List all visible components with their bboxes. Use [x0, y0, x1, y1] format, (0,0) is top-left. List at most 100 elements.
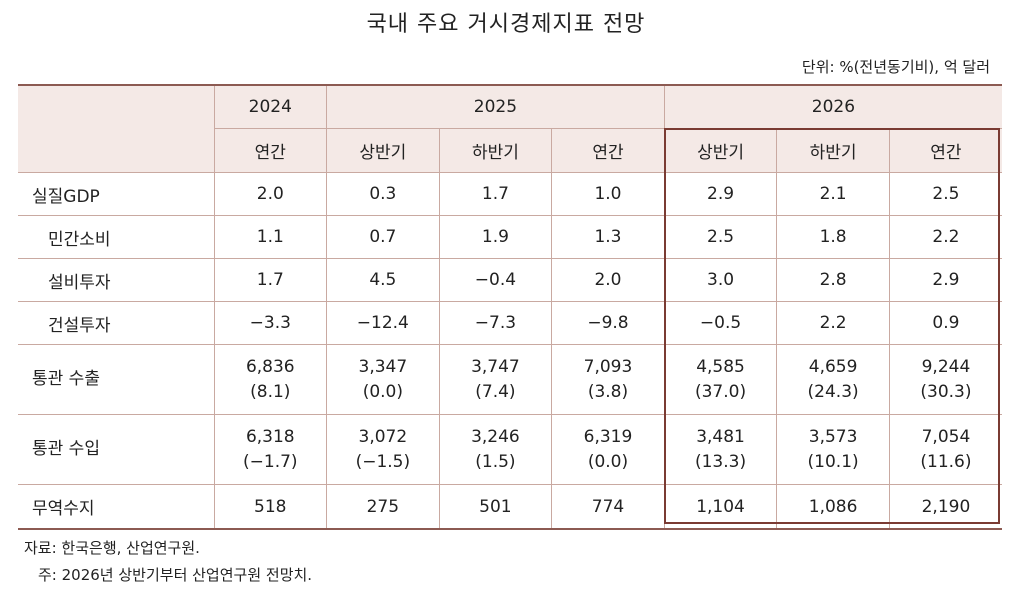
- table-cell: −0.5: [663, 301, 778, 345]
- header-period: 연간: [551, 128, 665, 173]
- table-cell: 7,093 (3.8): [551, 344, 665, 415]
- row-label: 민간소비: [18, 215, 215, 259]
- table-cell: 1.1: [213, 215, 328, 259]
- table-cell: −7.3: [438, 301, 553, 345]
- cell-value: 3,347: [358, 356, 408, 377]
- cell-value: 3,481: [696, 426, 745, 447]
- cell-growth: (0.0): [362, 381, 403, 402]
- table-row-private-consumption: 민간소비 1.1 0.7 1.9 1.3 2.5 1.8 2.2: [18, 215, 1002, 259]
- table-cell: 2.0: [213, 172, 328, 216]
- header-period: 상반기: [326, 128, 440, 173]
- table-cell: 6,836 (8.1): [213, 344, 328, 415]
- table-cell: 3,573 (10.1): [776, 414, 890, 485]
- table-cell: 3,246 (1.5): [438, 414, 553, 485]
- cell-growth: (1.5): [475, 451, 516, 472]
- table-cell: 275: [326, 484, 440, 530]
- table-cell: 1.7: [438, 172, 553, 216]
- cell-value: 9,244: [921, 356, 971, 377]
- table-cell: 0.7: [326, 215, 440, 259]
- header-year-2025: 2025: [326, 85, 665, 129]
- table-cell: 2.2: [888, 215, 1002, 259]
- cell-value: 4,585: [696, 356, 745, 377]
- row-label: 무역수지: [18, 484, 215, 530]
- cell-growth: (7.4): [475, 381, 516, 402]
- header-period: 하반기: [776, 128, 890, 173]
- header-year-2024: 2024: [213, 85, 328, 129]
- indicator-table-wrapper: 2024 2025 2026 연간 상반기 하반기 연간 상반기 하반기 연간 …: [18, 84, 1002, 530]
- indicator-table: 2024 2025 2026 연간 상반기 하반기 연간 상반기 하반기 연간 …: [18, 84, 1002, 530]
- cell-value: 7,054: [921, 426, 971, 447]
- table-cell: 3.0: [663, 258, 778, 302]
- header-period: 연간: [888, 128, 1002, 173]
- cell-growth: (13.3): [694, 451, 747, 472]
- cell-value: 3,747: [471, 356, 520, 377]
- row-label: 실질GDP: [18, 172, 215, 216]
- table-cell: 1.9: [438, 215, 553, 259]
- header-corner: [18, 85, 215, 173]
- table-cell: 1.0: [551, 172, 665, 216]
- cell-growth: (−1.5): [355, 451, 411, 472]
- table-cell: 2.9: [663, 172, 778, 216]
- table-cell: 7,054 (11.6): [888, 414, 1002, 485]
- table-cell: 4,659 (24.3): [776, 344, 890, 415]
- cell-value: 7,093: [583, 356, 633, 377]
- header-row-years: 2024 2025 2026: [18, 85, 1002, 173]
- cell-value: 4,659: [808, 356, 858, 377]
- table-cell: 2.2: [776, 301, 890, 345]
- table-cell: 3,747 (7.4): [438, 344, 553, 415]
- header-year-2026: 2026: [663, 85, 1002, 129]
- cell-growth: (30.3): [920, 381, 972, 402]
- cell-growth: (10.1): [807, 451, 859, 472]
- row-label: 설비투자: [18, 258, 215, 302]
- cell-growth: (3.8): [587, 381, 629, 402]
- header-row-periods: 연간 상반기 하반기 연간 상반기 하반기 연간: [18, 128, 1002, 173]
- table-cell: 518: [213, 484, 328, 530]
- row-label: 통관 수출: [18, 344, 215, 415]
- table-cell: 0.3: [326, 172, 440, 216]
- table-cell: 4,585 (37.0): [663, 344, 778, 415]
- cell-value: 6,836: [245, 356, 295, 377]
- table-cell: 2.8: [776, 258, 890, 302]
- row-label: 건설투자: [18, 301, 215, 345]
- table-cell: 3,481 (13.3): [663, 414, 778, 485]
- table-cell: 2.0: [551, 258, 665, 302]
- table-cell: 9,244 (30.3): [888, 344, 1002, 415]
- table-cell: 6,318 (−1.7): [213, 414, 328, 485]
- header-period: 하반기: [438, 128, 553, 173]
- forecast-note: 주: 2026년 상반기부터 산업연구원 전망치.: [38, 566, 313, 584]
- table-row-construction-investment: 건설투자 −3.3 −12.4 −7.3 −9.8 −0.5 2.2 0.9: [18, 301, 1002, 345]
- cell-growth: (37.0): [694, 381, 747, 402]
- unit-label: 단위: %(전년동기비), 억 달러: [801, 58, 990, 76]
- cell-growth: (−1.7): [243, 451, 298, 472]
- table-cell: 3,072 (−1.5): [326, 414, 440, 485]
- cell-value: 3,072: [358, 426, 408, 447]
- cell-growth: (24.3): [807, 381, 859, 402]
- table-cell: −9.8: [551, 301, 665, 345]
- table-cell: 1,104: [663, 484, 778, 530]
- table-cell: 3,347 (0.0): [326, 344, 440, 415]
- cell-value: 3,573: [808, 426, 858, 447]
- header-period: 연간: [214, 128, 328, 173]
- table-title: 국내 주요 거시경제지표 전망: [366, 12, 646, 37]
- source-note: 자료: 한국은행, 산업연구원.: [24, 539, 200, 557]
- table-cell: 0.9: [888, 301, 1002, 345]
- row-label: 통관 수입: [18, 414, 215, 485]
- table-cell: 1.3: [551, 215, 665, 259]
- footnotes: 자료: 한국은행, 산업연구원. 주: 2026년 상반기부터 산업연구원 전망…: [24, 535, 312, 589]
- cell-growth: (11.6): [920, 451, 972, 472]
- table-cell: 1,086: [776, 484, 890, 530]
- table-cell: 6,319 (0.0): [551, 414, 665, 485]
- table-cell: 501: [438, 484, 553, 530]
- table-cell: 1.7: [213, 258, 328, 302]
- table-row-exports: 통관 수출 6,836 (8.1) 3,347 (0.0) 3,747 (7.4) 7…: [18, 344, 1002, 415]
- table-cell: 2.9: [888, 258, 1002, 302]
- cell-value: 6,319: [583, 426, 633, 447]
- table-cell: −0.4: [438, 258, 553, 302]
- table-cell: 4.5: [326, 258, 440, 302]
- table-cell: 2.5: [888, 172, 1002, 216]
- cell-value: 3,246: [471, 426, 520, 447]
- table-cell: 1.8: [776, 215, 890, 259]
- table-row-real-gdp: 실질GDP 2.0 0.3 1.7 1.0 2.9 2.1 2.5: [18, 172, 1002, 216]
- table-cell: −3.3: [213, 301, 328, 345]
- table-cell: 2.1: [776, 172, 890, 216]
